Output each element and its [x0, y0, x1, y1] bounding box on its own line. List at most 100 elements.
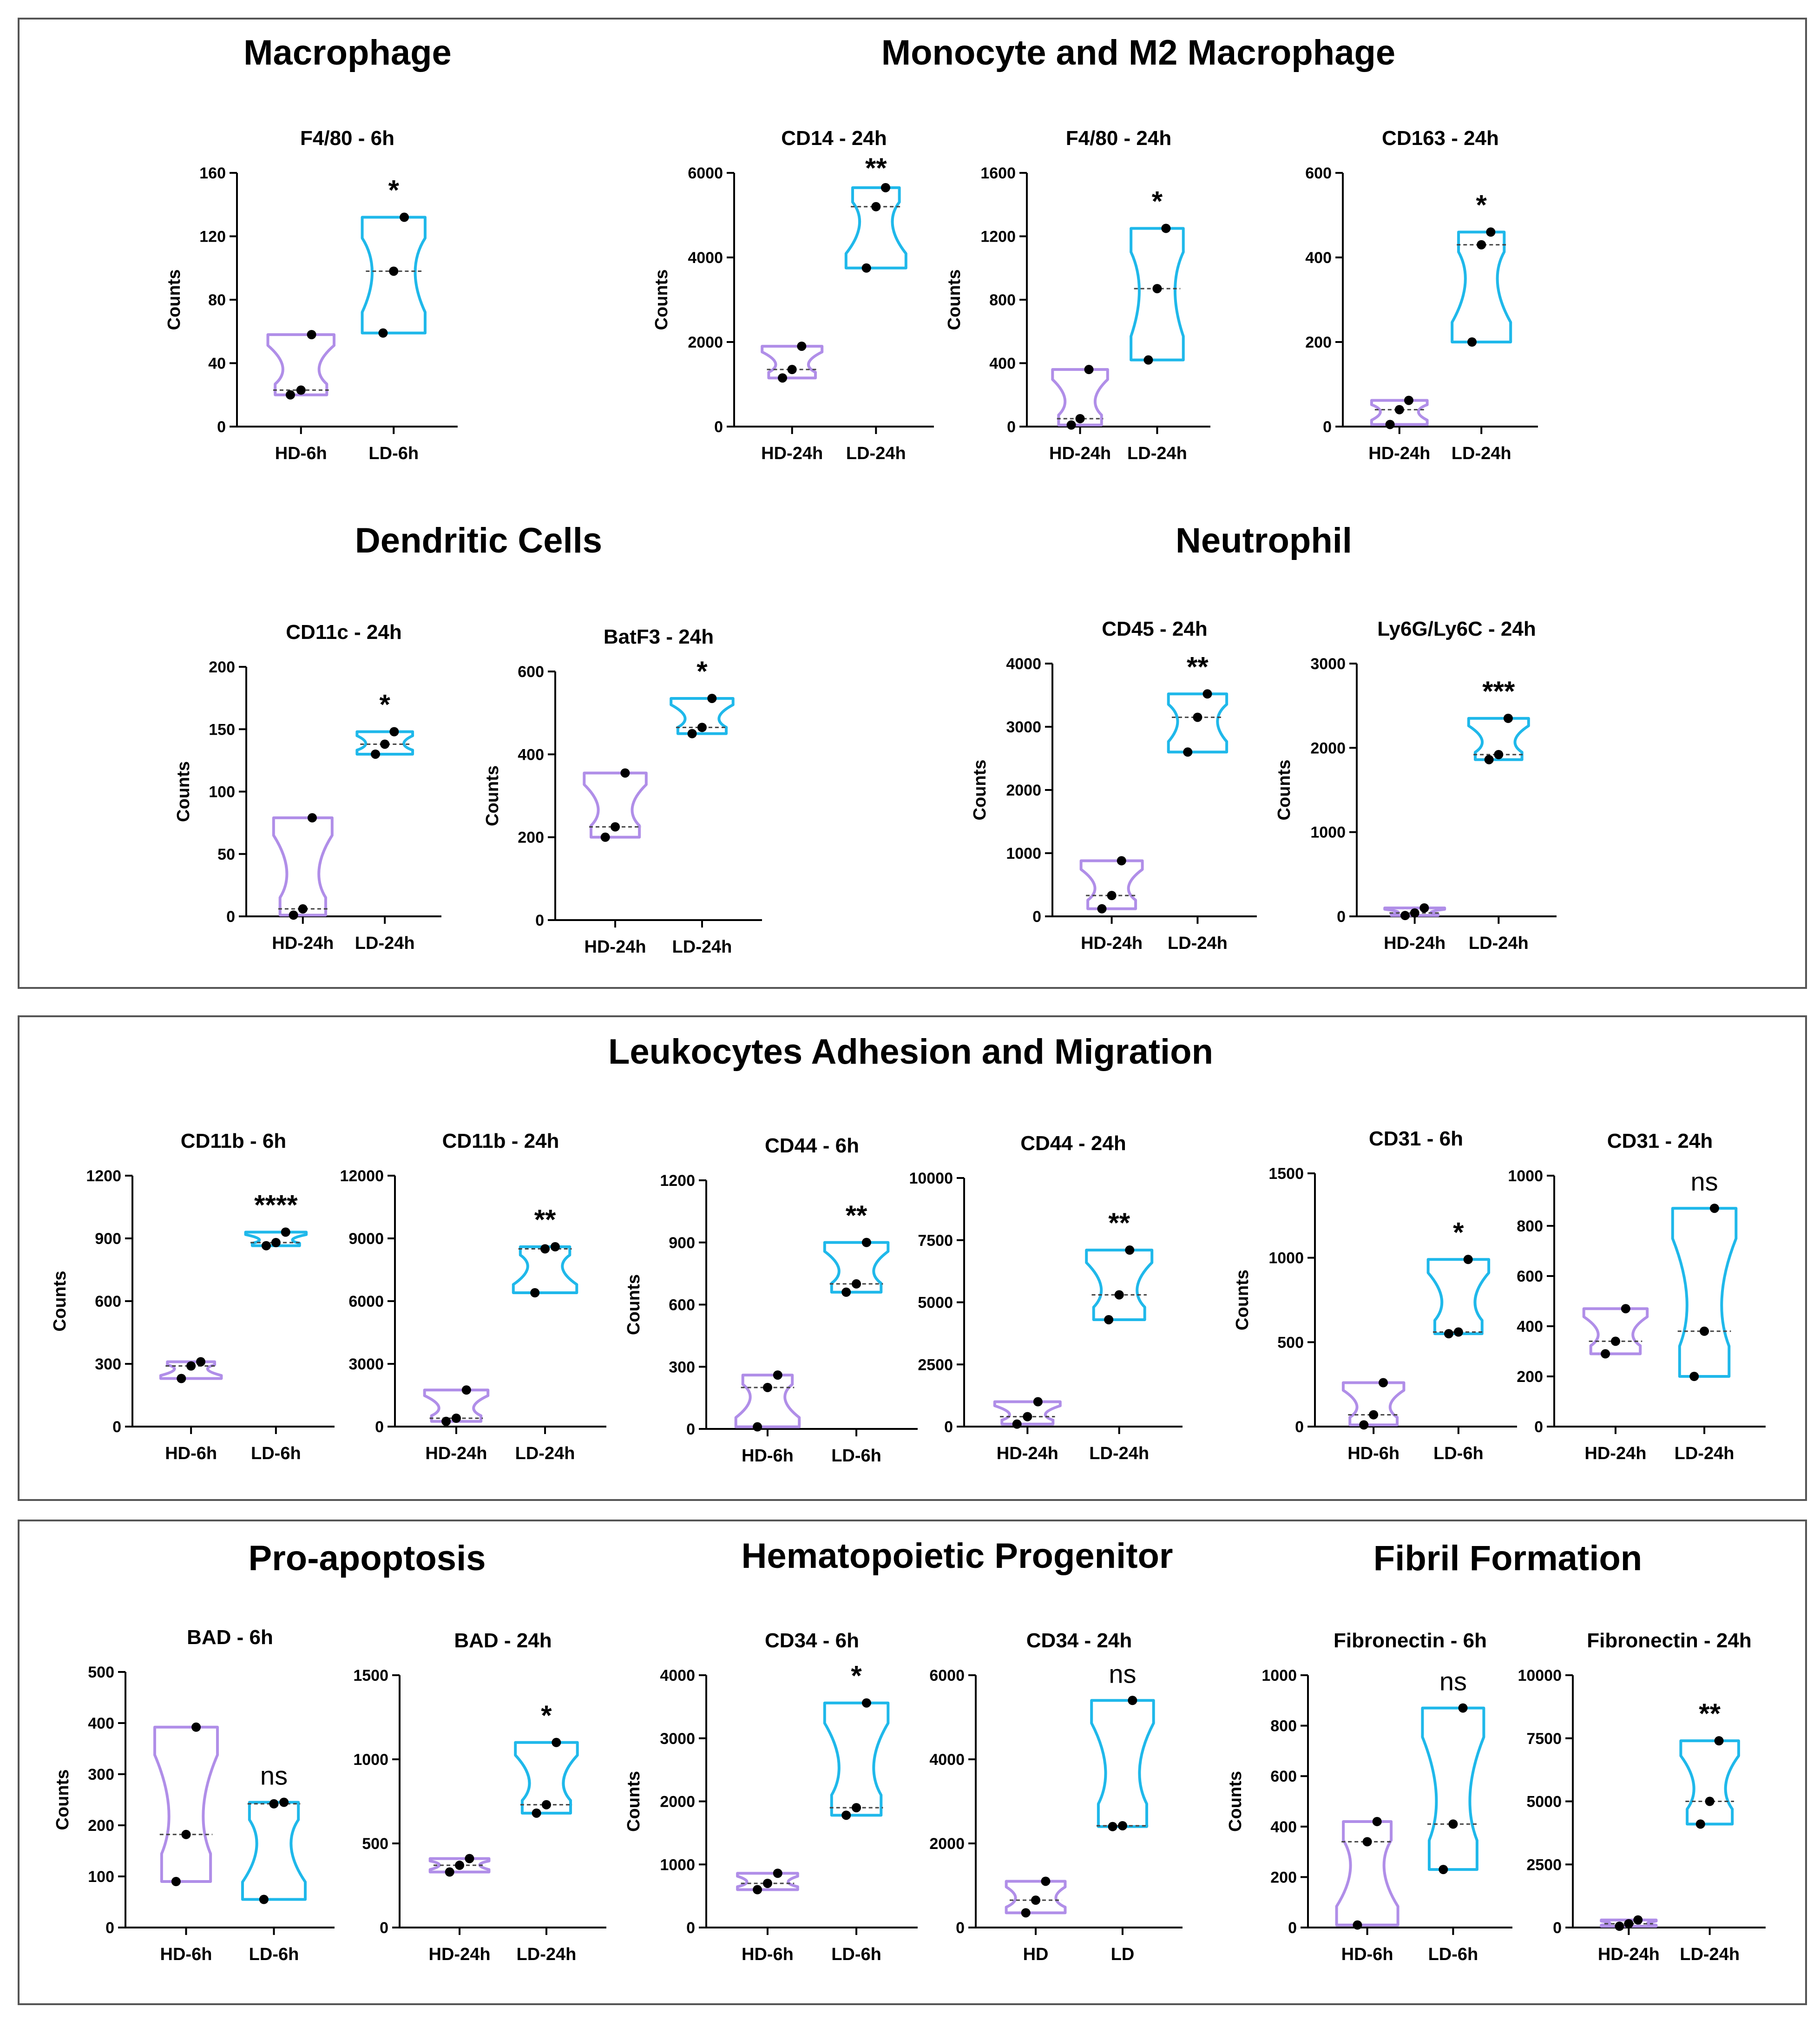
y-tick-label: 500	[1277, 1334, 1304, 1351]
data-point	[1107, 891, 1117, 901]
y-tick-label: 9000	[348, 1230, 384, 1248]
y-tick-label: 900	[95, 1230, 121, 1248]
y-tick-label: 2000	[929, 1835, 965, 1853]
chart-title: BAD - 6h	[187, 1626, 273, 1649]
data-point	[1394, 405, 1404, 415]
data-point	[541, 1800, 551, 1809]
y-tick-label: 0	[226, 908, 235, 926]
significance-label: **	[1699, 1698, 1721, 1729]
y-tick-label: 0	[1295, 1418, 1304, 1436]
data-point	[861, 1237, 871, 1247]
violin-ld	[1426, 1258, 1491, 1336]
chart-2: CD14 - 24h 0 2000 4000 6000 Counts HD-24h LD-24…	[652, 127, 934, 463]
category-label: LD-24h	[846, 444, 906, 463]
y-tick-label: 3000	[1310, 655, 1346, 673]
significance-label: *	[696, 656, 708, 687]
y-tick-label: 10000	[909, 1170, 953, 1187]
chart-10: CD11b - 24h 0 3000 6000 9000 12000 HD-24h LD-24…	[340, 1130, 606, 1463]
data-point	[298, 904, 308, 914]
data-point	[259, 1895, 269, 1904]
category-label: LD-24h	[672, 937, 732, 957]
y-tick-label: 0	[1534, 1418, 1543, 1436]
y-tick-label: 80	[208, 291, 226, 309]
chart-title: BatF3 - 24h	[604, 625, 714, 648]
y-tick-label: 400	[1517, 1318, 1543, 1336]
significance-label: ns	[1690, 1167, 1718, 1196]
violin-ld	[514, 1741, 579, 1815]
category-label: HD-24h	[997, 1444, 1058, 1463]
data-point	[753, 1885, 762, 1895]
y-tick-label: 600	[518, 663, 544, 681]
data-point	[380, 739, 390, 749]
y-tick-label: 900	[669, 1234, 695, 1252]
significance-label: *	[541, 1700, 552, 1731]
data-point	[880, 183, 890, 192]
data-point	[261, 1241, 271, 1250]
significance-label: **	[1108, 1207, 1130, 1238]
chart-title: CD45 - 24h	[1102, 618, 1207, 640]
y-axis-label: Counts	[174, 761, 193, 822]
chart-title: CD34 - 6h	[765, 1629, 859, 1652]
y-axis-label: Counts	[164, 270, 184, 330]
violin-ld	[823, 1241, 890, 1294]
category-label: LD-6h	[1433, 1444, 1484, 1463]
data-point	[1400, 911, 1410, 921]
data-point	[400, 212, 409, 222]
section-title-apoptosis: Pro-apoptosis	[248, 1539, 486, 1578]
data-point	[1114, 1290, 1124, 1300]
chart-title: Fibronectin - 24h	[1587, 1629, 1751, 1652]
significance-label: ns	[1109, 1659, 1136, 1688]
data-point	[455, 1861, 465, 1870]
significance-label: *	[380, 689, 391, 720]
data-point	[1033, 1397, 1043, 1407]
data-point	[279, 1797, 289, 1807]
data-point	[1385, 420, 1395, 429]
y-tick-label: 4000	[660, 1667, 695, 1684]
data-point	[465, 1854, 474, 1863]
y-tick-label: 300	[95, 1355, 121, 1373]
violin-hd	[583, 771, 648, 839]
y-tick-label: 1200	[660, 1172, 695, 1190]
data-point	[1117, 1821, 1127, 1830]
data-point	[687, 729, 697, 738]
data-point	[1621, 1304, 1630, 1314]
chart-title: CD34 - 24h	[1026, 1629, 1132, 1652]
y-tick-label: 120	[199, 228, 226, 246]
data-point	[445, 1867, 454, 1877]
significance-label: *	[388, 175, 400, 206]
violin-ld	[1679, 1739, 1740, 1826]
data-point	[1486, 227, 1496, 237]
chart-title: CD31 - 24h	[1607, 1130, 1713, 1152]
significance-label: *	[1152, 185, 1163, 217]
y-tick-label: 5000	[918, 1294, 953, 1312]
y-tick-label: 0	[1553, 1919, 1562, 1937]
data-point	[1125, 1245, 1135, 1255]
violin-ld	[512, 1245, 578, 1294]
chart-title: Ly6G/Ly6C - 24h	[1377, 618, 1536, 640]
y-tick-label: 5000	[1526, 1793, 1562, 1811]
chart-title: BAD - 24h	[454, 1629, 552, 1652]
data-point	[281, 1227, 290, 1237]
significance-label: **	[1187, 651, 1209, 682]
chart-6: BatF3 - 24h 0 200 400 600 Counts HD-24h LD-24h *	[483, 625, 762, 957]
y-axis-label: Counts	[1275, 760, 1294, 821]
significance-label: ns	[260, 1761, 288, 1790]
panel-leukocytes	[18, 1015, 1807, 1501]
data-point	[1463, 1255, 1473, 1264]
panel-apoptosis-progenitor-fibril	[18, 1520, 1807, 2005]
category-label: HD-24h	[1384, 934, 1445, 953]
data-point	[762, 1878, 772, 1888]
data-point	[841, 1810, 851, 1820]
chart-title: CD163 - 24h	[1382, 127, 1499, 150]
data-point	[697, 723, 707, 732]
y-tick-label: 0	[1032, 908, 1041, 926]
data-point	[1353, 1920, 1362, 1930]
chart-title: CD44 - 6h	[765, 1134, 859, 1157]
category-label: LD-6h	[1428, 1945, 1478, 1964]
data-point	[1695, 1819, 1705, 1829]
data-point	[1359, 1420, 1369, 1430]
data-point	[1404, 395, 1413, 405]
y-axis-label: Counts	[970, 760, 990, 821]
y-tick-label: 800	[1517, 1217, 1543, 1235]
data-point	[550, 1242, 560, 1251]
